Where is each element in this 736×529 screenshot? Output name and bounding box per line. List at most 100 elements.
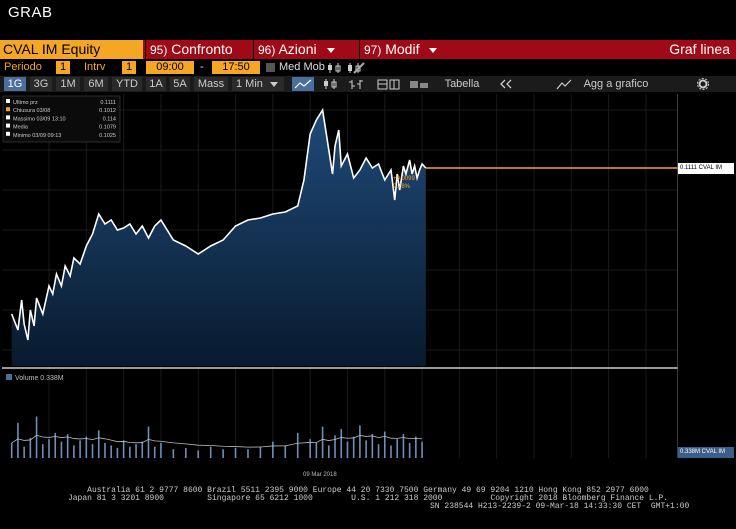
volume-bar [160, 442, 162, 458]
actions-button[interactable]: 96) Azioni [253, 40, 357, 59]
footer-timestamp: SN 238544 H213-2239-2 09-Mar-18 14:33:30… [430, 502, 690, 511]
legend-swatch [6, 107, 10, 112]
tab-6m[interactable]: 6M [84, 77, 108, 91]
volume-bar [116, 447, 119, 458]
volume-bar [85, 436, 88, 458]
volume-bar [346, 441, 349, 458]
volume-bar [60, 441, 63, 458]
modify-button[interactable]: 97) Modif [359, 40, 467, 59]
chart-tools-icon[interactable] [322, 78, 432, 90]
table-button[interactable]: Tabella [438, 77, 486, 91]
volume-bar [396, 439, 399, 458]
gear-icon[interactable] [697, 78, 709, 90]
time-range-dash: - [200, 61, 204, 73]
volume-bar [247, 449, 249, 458]
volume-bar [135, 444, 137, 458]
volume-bar [66, 434, 69, 458]
volume-bar [209, 446, 212, 458]
price-line [10, 107, 427, 341]
tab-1a[interactable]: 1A [146, 77, 166, 91]
line-chart-icon[interactable] [292, 77, 314, 91]
tab-1m[interactable]: 1M [56, 77, 80, 91]
volume-bar [141, 441, 144, 458]
volume-bar [129, 446, 131, 458]
chevron-down-icon [326, 47, 335, 53]
volume-bar [91, 444, 94, 458]
legend-value: 0.1111 [100, 100, 116, 106]
volume-bar [408, 442, 411, 458]
volume-bar [153, 446, 156, 458]
chevron-down-icon [429, 47, 438, 53]
volume-bar [272, 441, 274, 458]
tab-max[interactable]: Mass [194, 77, 228, 91]
volume-bar [222, 449, 224, 458]
volume-bar [79, 440, 81, 458]
volume-bar [296, 432, 299, 458]
change-annotation: +0.0099 [393, 176, 416, 182]
volume-bar [259, 446, 262, 458]
price-volume-chart: Ultimo prz 0.1111 Chiusura 03/08 0.1012 Mass… [2, 94, 678, 458]
volume-bar [54, 432, 57, 458]
footer-contacts-2: Japan 81 3 3201 8900 Singapore 65 6212 1… [67, 494, 669, 503]
volume-bar [97, 430, 100, 458]
volume-bar [172, 449, 175, 458]
legend-label: Media [13, 125, 29, 131]
volume-bar [334, 435, 336, 458]
volume-bar [73, 445, 75, 458]
volume-bars [10, 416, 423, 458]
add-to-chart-icon[interactable] [556, 78, 572, 90]
tab-ytd[interactable]: YTD [112, 77, 142, 91]
command-bar [0, 40, 736, 59]
volume-bar [390, 445, 392, 458]
compare-button-label: Confronto [171, 41, 233, 57]
volume-bar [415, 436, 417, 458]
volume-bar [421, 441, 423, 458]
start-time-input[interactable]: 09:00 [146, 61, 194, 74]
price-legend [2, 95, 121, 143]
legend-label: Chiusura 03/08 [13, 108, 50, 114]
end-time-input[interactable]: 17:50 [212, 61, 260, 74]
add-to-chart-button[interactable]: Agg a grafico [576, 77, 656, 91]
ticker-field[interactable]: CVAL IM Equity [0, 40, 143, 59]
legend-label: Minimo 03/09 09:13 [13, 133, 61, 139]
volume-bar [383, 431, 386, 458]
period-label: Periodo [4, 61, 42, 73]
volume-bar [359, 425, 361, 458]
volume-bar [10, 442, 13, 458]
volume-bar [35, 416, 38, 458]
volume-bar [48, 439, 50, 458]
interval-select[interactable]: 1 Min [232, 77, 284, 91]
modify-button-number: 97) [364, 43, 382, 57]
volume-bar [352, 436, 355, 458]
price-area [11, 110, 426, 366]
interval-input[interactable]: 1 [122, 61, 136, 74]
volume-bar [315, 442, 318, 458]
actions-button-number: 96) [258, 43, 276, 57]
moving-average-checkbox[interactable] [266, 63, 275, 72]
compare-button[interactable]: 95) Confronto [145, 40, 251, 59]
tab-1g[interactable]: 1G [4, 77, 26, 91]
volume-bar [110, 445, 112, 458]
footer-contacts-1: Australia 61 2 9777 8600 Brazil 5511 239… [87, 486, 649, 495]
chart-type-label[interactable]: Graf linea [669, 41, 730, 57]
actions-button-label: Azioni [278, 41, 317, 57]
volume-bar [104, 442, 106, 458]
period-input[interactable]: 1 [56, 61, 70, 74]
volume-bar [17, 422, 19, 458]
volume-legend-swatch [6, 374, 12, 380]
legend-label: Massimo 03/09 13:10 [13, 116, 66, 122]
date-label: 09 Mar 2018 [303, 472, 337, 478]
volume-bar [41, 444, 44, 458]
tab-3g[interactable]: 3G [30, 77, 52, 91]
legend-swatch [6, 99, 10, 103]
tab-5a[interactable]: 5A [170, 77, 190, 91]
change-pct-annotation: 9.78% [393, 184, 411, 190]
legend-value: 0.114 [103, 116, 116, 122]
volume-average-line [11, 434, 423, 448]
legend-value: 0.1012 [99, 108, 116, 114]
candlestick-icon[interactable] [326, 62, 366, 74]
double-chevron-left-icon[interactable] [498, 78, 514, 90]
pencil-icon[interactable] [352, 61, 366, 75]
volume-bar [340, 429, 343, 458]
legend-value: 0.1079 [99, 125, 116, 131]
